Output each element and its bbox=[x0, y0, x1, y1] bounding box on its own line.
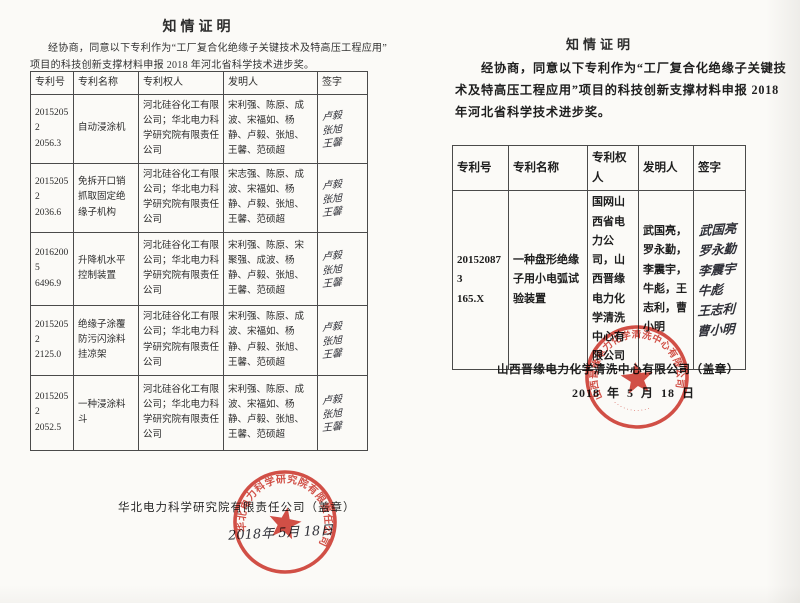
patent-inventors: 宋利强、陈原、成波、宋福如、杨静、卢毅、张旭、王馨、范硕超 bbox=[223, 375, 318, 451]
table-row: 20152052 2056.3 自动浸涂机 河北硅谷化工有限公司；华北电力科学研… bbox=[30, 94, 368, 164]
patent-owner: 河北硅谷化工有限公司；华北电力科学研究院有限责任公司 bbox=[138, 163, 224, 233]
right-col-header-patent-no: 专利号 bbox=[452, 144, 509, 192]
right-doc-intro-line1: 经协商，同意以下专利作为“工厂复合化绝缘子关键技 bbox=[481, 61, 787, 75]
patent-owner: 河北硅谷化工有限公司；华北电力科学研究院有限责任公司 bbox=[138, 232, 224, 306]
handwritten-signatures: 卢毅 张旭 王馨 bbox=[322, 178, 343, 219]
patent-owner: 河北硅谷化工有限公司；华北电力科学研究院有限责任公司 bbox=[138, 375, 224, 451]
patent-name: 一种浸涂料斗 bbox=[73, 375, 139, 451]
patent-name: 绝缘子涂覆防污闪涂料挂凉架 bbox=[73, 305, 139, 376]
signature-cell: 卢毅 张旭 王馨 bbox=[317, 94, 368, 164]
handwritten-signatures: 武国亮 罗永勤 李震宇 牛彪 王志利 曹小明 bbox=[697, 220, 737, 339]
left-col-header-inventors: 发明人 bbox=[223, 71, 318, 95]
right-table-header-row: 专利号 专利名称 专利权人 发明人 签字 bbox=[452, 144, 746, 192]
left-col-header-owner: 专利权人 bbox=[138, 71, 224, 95]
left-company-red-stamp: 华北电力科学研究院有限责任公司 bbox=[232, 465, 343, 574]
patent-no: 20162005 6496.9 bbox=[30, 232, 74, 306]
stamp-ring bbox=[585, 325, 689, 429]
patent-inventors: 武国亮，罗永勤，李震宇，牛彪，王志利，曹小明 bbox=[638, 190, 694, 370]
patent-owner: 河北硅谷化工有限公司；华北电力科学研究院有限责任公司 bbox=[138, 305, 224, 376]
stamp-star-icon bbox=[620, 362, 653, 394]
scan-shadow-bottom bbox=[0, 585, 800, 603]
right-col-header-inventors: 发明人 bbox=[638, 144, 694, 192]
patent-owner: 河北硅谷化工有限公司；华北电力科学研究院有限责任公司 bbox=[138, 94, 224, 164]
right-patent-table: 专利号 专利名称 专利权人 发明人 签字 201520873 165.X 一种盘… bbox=[452, 144, 746, 370]
patent-inventors: 宋利强、陈原、成波、宋福如、杨静、卢毅、张旭、王馨、范硕超 bbox=[223, 94, 318, 164]
right-company-red-stamp: 山西晋缘电力化学清洗中心有限公司 ･ ･ ･ ･ ･ ･ ･ ･ ･ ･ ･ bbox=[584, 324, 689, 429]
handwritten-signatures: 卢毅 张旭 王馨 bbox=[322, 321, 343, 362]
right-col-header-patent-name: 专利名称 bbox=[508, 144, 588, 192]
patent-inventors: 宋志强、陈原、成波、宋福如、杨静、卢毅、张旭、王馨、范硕超 bbox=[223, 163, 318, 233]
patent-no: 20152052 2125.0 bbox=[30, 305, 74, 376]
left-table-header-row: 专利号 专利名称 专利权人 发明人 签字 bbox=[30, 71, 368, 95]
patent-name: 自动浸涂机 bbox=[73, 94, 139, 164]
table-row: 20152052 2052.5 一种浸涂料斗 河北硅谷化工有限公司；华北电力科学… bbox=[30, 375, 368, 451]
stamp-code-dots: ･ ･ ･ ･ ･ ･ ･ ･ ･ ･ ･ bbox=[611, 397, 651, 417]
right-col-header-owner: 专利权人 bbox=[587, 144, 639, 192]
table-row: 20162005 6496.9 升降机水平控制装置 河北硅谷化工有限公司；华北电… bbox=[30, 232, 368, 306]
signature-cell: 卢毅 张旭 王馨 bbox=[317, 305, 368, 376]
patent-name: 一种盘形绝缘子用小电弧试验装置 bbox=[508, 190, 588, 370]
left-doc-title: 知情证明 bbox=[162, 20, 235, 35]
left-col-header-patent-name: 专利名称 bbox=[73, 71, 139, 95]
patent-no: 20152052 2056.3 bbox=[30, 94, 74, 164]
patent-inventors: 宋利强、陈原、宋聚强、成波、杨静、卢毅、张旭、王馨、范硕超 bbox=[223, 232, 318, 306]
signature-cell: 武国亮 罗永勤 李震宇 牛彪 王志利 曹小明 bbox=[693, 190, 746, 370]
patent-owner: 国网山西省电力公司，山西晋缘电力化学清洗中心有限公司 bbox=[587, 190, 639, 370]
handwritten-signatures: 卢毅 张旭 王馨 bbox=[322, 393, 343, 434]
patent-name: 升降机水平控制装置 bbox=[73, 232, 139, 306]
patent-no: 201520873 165.X bbox=[452, 190, 509, 370]
patent-no: 20152052 2036.6 bbox=[30, 163, 74, 233]
stamp-ring-text: 华北电力科学研究院有限责任公司 bbox=[232, 465, 342, 550]
signature-cell: 卢毅 张旭 王馨 bbox=[317, 163, 368, 233]
left-patent-table: 专利号 专利名称 专利权人 发明人 签字 20152052 2056.3 自动浸… bbox=[30, 71, 368, 451]
right-company-seal-line: 山西晋缘电力化学清洗中心有限公司（盖章） bbox=[497, 364, 739, 376]
stamp-ring bbox=[233, 470, 337, 574]
left-doc-intro-line2: 项目的科技创新支撑材料申报 2018 年河北省科学技术进步奖。 bbox=[30, 60, 315, 71]
table-row: 20152052 2125.0 绝缘子涂覆防污闪涂料挂凉架 河北硅谷化工有限公司… bbox=[30, 305, 368, 376]
left-col-header-patent-no: 专利号 bbox=[30, 71, 74, 95]
patent-no: 20152052 2052.5 bbox=[30, 375, 74, 451]
signature-cell: 卢毅 张旭 王馨 bbox=[317, 232, 368, 306]
handwritten-signatures: 卢毅 张旭 王馨 bbox=[322, 249, 343, 290]
table-row: 201520873 165.X 一种盘形绝缘子用小电弧试验装置 国网山西省电力公… bbox=[452, 190, 746, 370]
patent-name: 免拆开口销抓取固定绝缘子机构 bbox=[73, 163, 139, 233]
right-doc-title: 知情证明 bbox=[565, 37, 634, 52]
left-doc-intro-line1: 经协商，同意以下专利作为“工厂复合化绝缘子关键技术及特高压工程应用” bbox=[48, 43, 388, 54]
right-printed-date: 2018 年 5 月 18 日 bbox=[572, 386, 696, 400]
right-doc-intro-line2: 术及特高压工程应用”项目的科技创新支撑材料申报 2018 bbox=[455, 83, 780, 97]
stamp-star-icon bbox=[269, 507, 302, 540]
left-col-header-signature: 签字 bbox=[317, 71, 368, 95]
handwritten-signatures: 卢毅 张旭 王馨 bbox=[322, 109, 343, 150]
right-col-header-signature: 签字 bbox=[693, 144, 746, 192]
table-row: 20152052 2036.6 免拆开口销抓取固定绝缘子机构 河北硅谷化工有限公… bbox=[30, 163, 368, 233]
right-doc-intro-line3: 年河北省科学技术进步奖。 bbox=[455, 105, 611, 119]
patent-inventors: 宋利强、陈原、成波、宋福如、杨静、卢毅、张旭、王馨、范硕超 bbox=[223, 305, 318, 376]
signature-cell: 卢毅 张旭 王馨 bbox=[317, 375, 368, 451]
